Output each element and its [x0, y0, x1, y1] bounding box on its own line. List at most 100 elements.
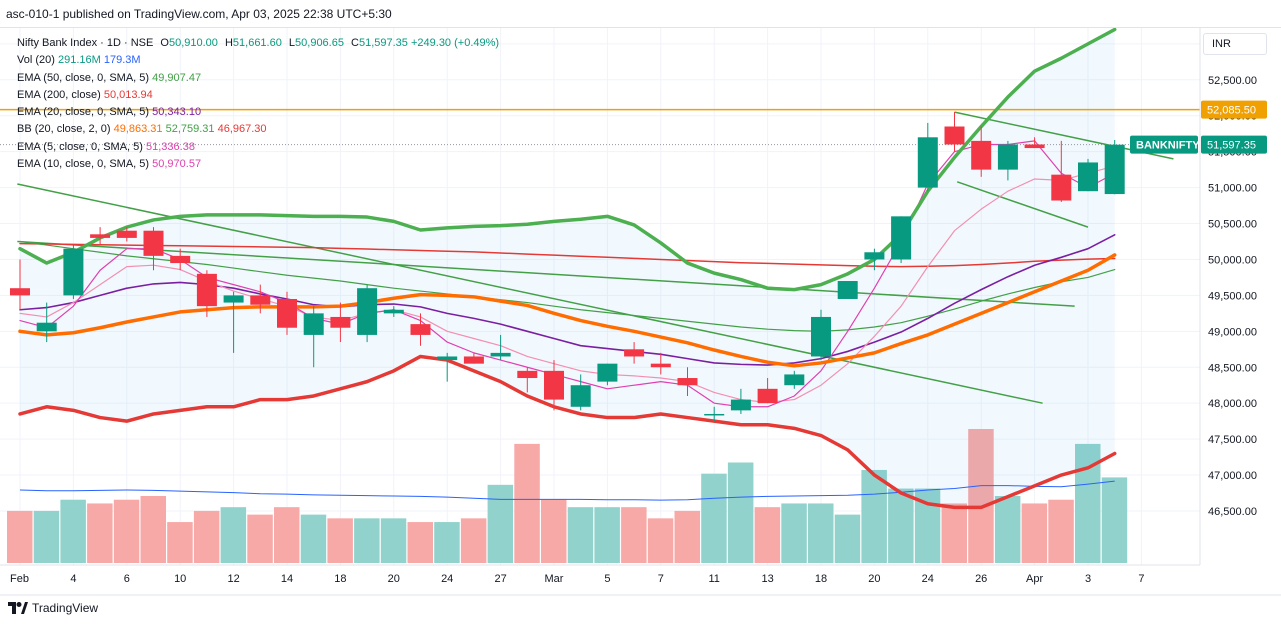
trendline — [956, 181, 1089, 228]
price-tick-label: 49,000.00 — [1208, 326, 1257, 338]
volume-bar — [594, 507, 620, 563]
candle-body — [944, 126, 965, 145]
level-price-label: 52,085.50 — [1207, 105, 1256, 117]
volume-bar — [247, 514, 273, 563]
ema200-line — [19, 242, 1116, 268]
price-tick-label: 46,500.00 — [1208, 506, 1257, 518]
candle-body — [330, 316, 351, 328]
level-price-badge — [1201, 100, 1267, 119]
volume-bar — [541, 499, 567, 563]
legend-ema50[interactable]: EMA (50, close, 0, SMA, 5) 49,907.47 — [17, 70, 499, 87]
legend-ema5[interactable]: EMA (5, close, 0, SMA, 5) 51,336.38 — [17, 139, 499, 156]
ema50-name: EMA (50, close, 0, SMA, 5) — [17, 71, 150, 84]
candle-body — [837, 281, 858, 299]
volume-bar — [514, 443, 540, 563]
close-value: 51,597.35 — [358, 37, 408, 49]
price-tick-label: 47,000.00 — [1208, 470, 1257, 482]
legend-ema10[interactable]: EMA (10, close, 0, SMA, 5) 50,970.57 — [17, 156, 499, 173]
candle-body — [90, 234, 111, 238]
candle-body — [250, 295, 271, 305]
volume-bar — [193, 510, 220, 563]
candle-body — [277, 298, 297, 328]
symbol-badge-label: BANKNIFTY — [1136, 140, 1200, 152]
legend-ohlc: Nifty Bank Index · 1D · NSE O50,910.00 H… — [17, 35, 499, 52]
volume-bar — [60, 499, 86, 563]
candle-body — [63, 248, 84, 296]
time-tick-label: 7 — [658, 573, 664, 585]
candle-body — [624, 349, 645, 357]
candle-body — [10, 288, 30, 296]
candle-body — [1104, 144, 1125, 195]
price-chart[interactable]: 53,000.0052,500.0052,000.0051,500.0051,0… — [0, 28, 1281, 598]
ema10-name: EMA (10, close, 0, SMA, 5) — [17, 158, 150, 171]
time-tick-label: 24 — [441, 573, 453, 585]
volume-bar — [1048, 499, 1074, 563]
bb-band-fill — [20, 29, 1115, 508]
volume-bar — [354, 518, 380, 563]
candle-body — [784, 374, 805, 386]
currency-selector[interactable]: INR — [1203, 33, 1267, 55]
candle-body — [544, 370, 564, 400]
time-tick-label: 14 — [281, 573, 293, 585]
candle-body — [463, 356, 484, 364]
ema5-name: EMA (5, close, 0, SMA, 5) — [17, 140, 143, 153]
time-tick-label: 13 — [761, 573, 773, 585]
price-tick-label: 49,500.00 — [1208, 290, 1257, 302]
close-label: C — [351, 37, 359, 49]
high-value: 51,661.60 — [232, 37, 282, 49]
time-tick-label: Mar — [545, 573, 564, 585]
last-price-badge — [1201, 135, 1267, 154]
candle-body — [223, 295, 244, 303]
time-tick-label: Feb — [10, 573, 29, 585]
vol-value: 291.16M — [57, 54, 101, 67]
ema200-name: EMA (200, close) — [17, 88, 101, 101]
volume-bar — [220, 507, 247, 563]
volume-bar — [994, 496, 1021, 563]
candle-body — [757, 388, 778, 404]
price-tick-label: 50,000.00 — [1208, 254, 1257, 266]
bb-basis-value: 49,863.31 — [113, 123, 163, 136]
vol-name: Vol (20) — [17, 54, 55, 67]
volume-bar — [968, 429, 994, 563]
volume-bar — [7, 510, 33, 563]
ema20-name: EMA (20, close, 0, SMA, 5) — [17, 106, 150, 119]
volume-bar — [888, 488, 914, 563]
tradingview-footer[interactable]: TradingView — [8, 601, 98, 615]
volume-bar — [701, 473, 727, 563]
legend-vol[interactable]: Vol (20) 291.16M 179.3M — [17, 52, 499, 69]
candle-body — [677, 378, 698, 386]
candle-body — [704, 413, 725, 416]
volume-bar — [300, 514, 327, 563]
volume-bar — [274, 507, 300, 563]
last-price-label: 51,597.35 — [1207, 140, 1256, 152]
symbol-name[interactable]: Nifty Bank Index · 1D · NSE — [17, 37, 154, 49]
price-tick-label: 48,500.00 — [1208, 362, 1257, 374]
change-value: +249.30 (+0.49%) — [410, 37, 500, 49]
candle-body — [1024, 144, 1045, 149]
volume-bar — [834, 514, 861, 563]
vol-ma-value: 179.3M — [103, 54, 141, 67]
time-tick-label: 10 — [174, 573, 186, 585]
candle-body — [303, 313, 324, 335]
price-tick-label: 50,500.00 — [1208, 219, 1257, 231]
candle-body — [891, 216, 912, 260]
candle-body — [517, 370, 538, 379]
volume-bar — [140, 496, 166, 563]
time-tick-label: 18 — [334, 573, 346, 585]
bb-upper-value: 52,759.31 — [165, 123, 215, 136]
symbol-badge — [1130, 135, 1198, 154]
candle-body — [437, 356, 458, 361]
legend-ema20[interactable]: EMA (20, close, 0, SMA, 5) 50,343.10 — [17, 104, 499, 121]
high-label: H — [224, 37, 233, 49]
volume-bar — [434, 522, 460, 563]
volume-bar — [754, 507, 781, 563]
time-tick-label: 6 — [124, 573, 130, 585]
legend-ema200[interactable]: EMA (200, close) 50,013.94 — [17, 87, 499, 104]
legend-bb[interactable]: BB (20, close, 2, 0) 49,863.31 52,759.31… — [17, 121, 499, 138]
ema10-value: 50,970.57 — [152, 158, 202, 171]
time-tick-label: 18 — [815, 573, 827, 585]
volume-bar — [460, 518, 487, 563]
candle-body — [357, 288, 378, 335]
ema5-value: 51,336.38 — [146, 140, 195, 153]
candle-body — [1078, 162, 1098, 192]
